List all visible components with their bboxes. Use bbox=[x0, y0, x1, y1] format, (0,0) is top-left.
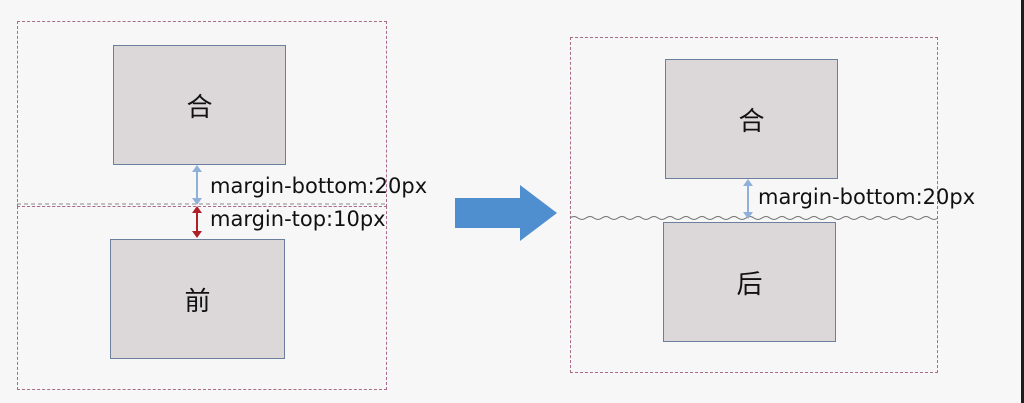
after-bottom-block: 后 bbox=[663, 222, 836, 342]
before-top-block-text: 合 bbox=[186, 92, 213, 123]
before-margin-bottom-label: margin-bottom:20px bbox=[210, 174, 428, 198]
before-bottom-container bbox=[17, 206, 387, 390]
after-container bbox=[570, 37, 938, 373]
before-margin-bottom-arrow bbox=[192, 165, 202, 205]
after-collapsed-boundary bbox=[569, 216, 939, 220]
before-top-block: 合 bbox=[113, 45, 286, 165]
after-margin-bottom-label: margin-bottom:20px bbox=[758, 185, 976, 209]
transition-arrow-icon bbox=[455, 185, 557, 241]
before-margin-top-arrow bbox=[192, 206, 202, 238]
after-margin-bottom-arrow bbox=[743, 179, 753, 219]
before-bottom-block: 前 bbox=[110, 239, 285, 359]
before-margin-top-label: margin-top:10px bbox=[210, 207, 386, 231]
window-edge bbox=[1021, 0, 1024, 403]
after-bottom-block-text: 后 bbox=[736, 269, 763, 300]
after-top-block-text: 合 bbox=[738, 106, 765, 137]
before-bottom-block-text: 前 bbox=[184, 286, 211, 317]
after-top-block: 合 bbox=[665, 59, 838, 179]
